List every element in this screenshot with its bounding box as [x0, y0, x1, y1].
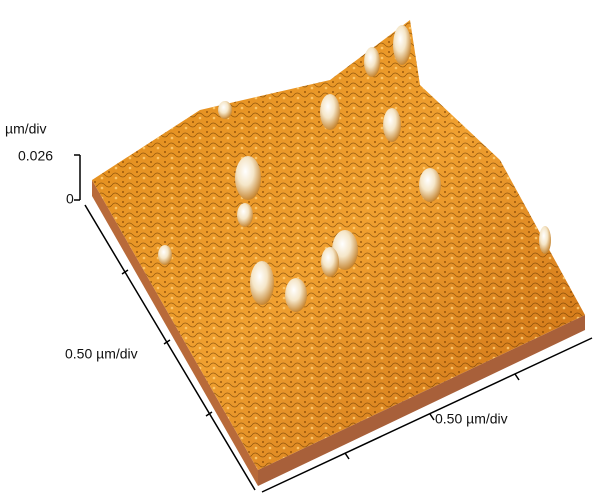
left-scale: 0.50 µm/div — [65, 346, 138, 362]
z-unit: µm/div — [5, 121, 47, 137]
z-top: 0.026 — [18, 148, 53, 164]
z-bottom: 0 — [66, 191, 74, 207]
right-scale: 0.50 µm/div — [435, 411, 508, 427]
peaks — [158, 25, 551, 312]
axes — [74, 154, 593, 493]
